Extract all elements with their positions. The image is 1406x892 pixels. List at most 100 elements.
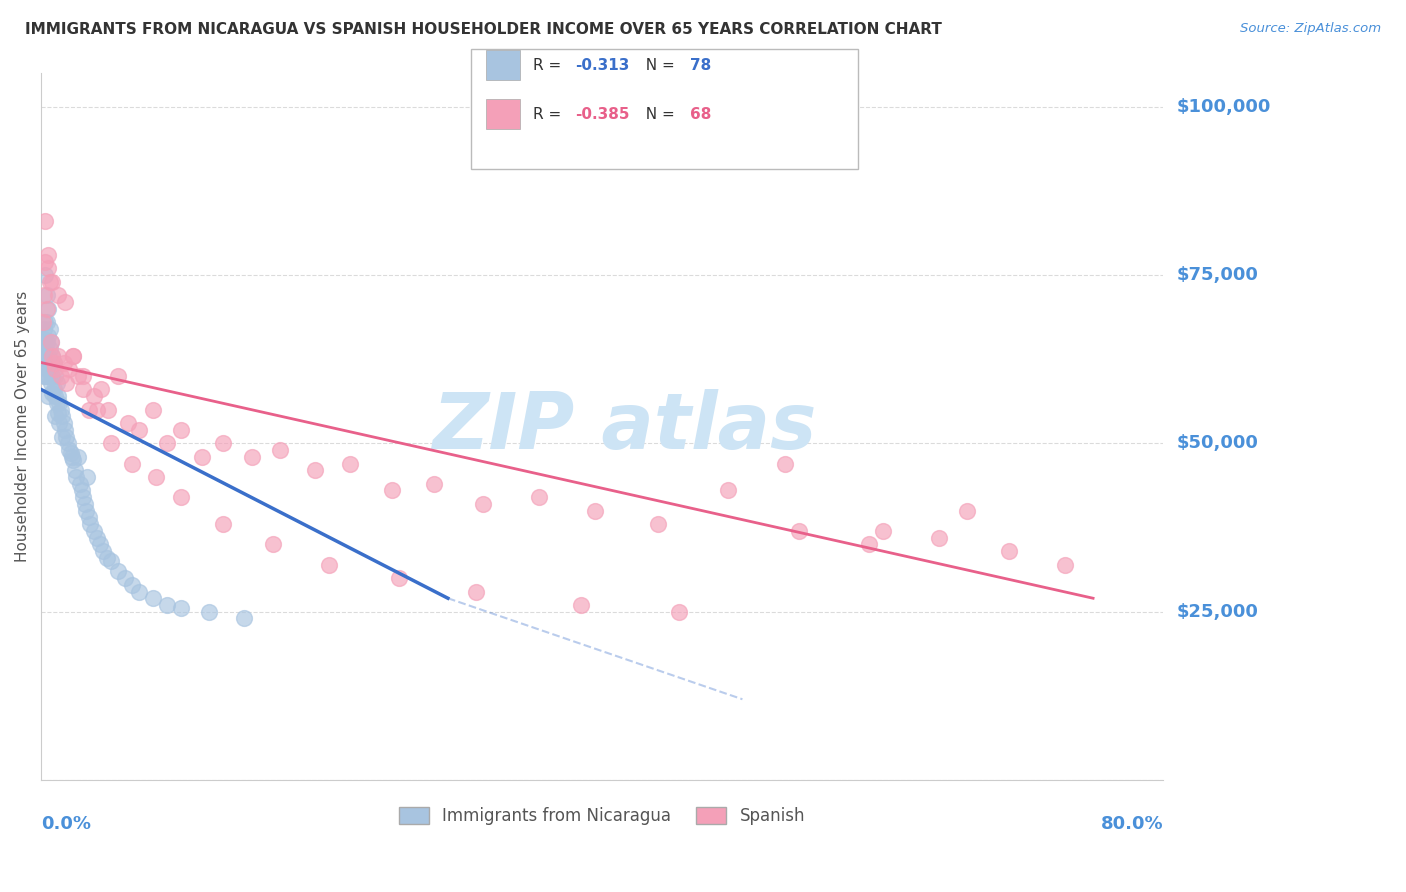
Point xyxy=(668,605,690,619)
Text: -0.313: -0.313 xyxy=(575,58,630,72)
Point xyxy=(32,288,55,302)
Text: N =: N = xyxy=(636,58,679,72)
Point xyxy=(34,335,56,350)
Point xyxy=(423,476,446,491)
Point xyxy=(89,537,111,551)
Point xyxy=(117,416,139,430)
Point xyxy=(60,450,83,464)
Point xyxy=(72,383,94,397)
Point xyxy=(86,531,108,545)
Text: $75,000: $75,000 xyxy=(1177,266,1258,284)
Point xyxy=(39,335,62,350)
Point xyxy=(52,355,75,369)
Point xyxy=(233,611,256,625)
Point xyxy=(48,396,70,410)
Text: N =: N = xyxy=(636,107,679,121)
Point xyxy=(53,423,76,437)
Point xyxy=(858,537,880,551)
Point xyxy=(170,601,193,615)
Point xyxy=(44,369,66,384)
Point xyxy=(527,490,550,504)
Point xyxy=(388,571,411,585)
Point xyxy=(62,349,84,363)
Point xyxy=(41,275,63,289)
Text: R =: R = xyxy=(533,58,567,72)
Point xyxy=(34,369,56,384)
Point xyxy=(35,362,58,376)
Point xyxy=(70,483,93,498)
Point xyxy=(304,463,326,477)
Point xyxy=(45,396,67,410)
Point xyxy=(38,322,60,336)
Point xyxy=(956,504,979,518)
Point xyxy=(1053,558,1076,572)
Point xyxy=(128,584,150,599)
Text: R =: R = xyxy=(533,107,567,121)
Point xyxy=(142,402,165,417)
Point xyxy=(66,369,89,384)
Point xyxy=(170,490,193,504)
Point xyxy=(46,349,69,363)
Point xyxy=(41,385,63,400)
Point xyxy=(44,409,66,424)
Point xyxy=(107,564,129,578)
Point xyxy=(58,362,80,376)
Point xyxy=(339,457,361,471)
Legend: Immigrants from Nicaragua, Spanish: Immigrants from Nicaragua, Spanish xyxy=(392,800,811,832)
Point xyxy=(318,558,340,572)
Point xyxy=(79,517,101,532)
Point xyxy=(114,571,136,585)
Text: $50,000: $50,000 xyxy=(1177,434,1258,452)
Point xyxy=(62,349,84,363)
Point xyxy=(121,578,143,592)
Point xyxy=(77,402,100,417)
Point xyxy=(31,349,53,363)
Point xyxy=(96,550,118,565)
Point xyxy=(44,362,66,376)
Point xyxy=(35,288,58,302)
Point xyxy=(212,517,235,532)
Point xyxy=(41,369,63,384)
Text: $25,000: $25,000 xyxy=(1177,603,1258,621)
Point xyxy=(191,450,214,464)
Point xyxy=(41,349,63,363)
Point xyxy=(240,450,263,464)
Point xyxy=(37,301,59,316)
Point xyxy=(37,261,59,276)
Text: $100,000: $100,000 xyxy=(1177,97,1271,116)
Point xyxy=(37,328,59,343)
Text: 68: 68 xyxy=(690,107,711,121)
Point xyxy=(55,429,77,443)
Point xyxy=(42,355,65,369)
Point xyxy=(52,416,75,430)
Point xyxy=(100,436,122,450)
Point xyxy=(75,504,97,518)
Point xyxy=(51,429,73,443)
Point xyxy=(35,315,58,329)
Point xyxy=(32,369,55,384)
Point xyxy=(34,352,56,367)
Text: 78: 78 xyxy=(690,58,711,72)
Point xyxy=(44,389,66,403)
Point xyxy=(86,402,108,417)
Point xyxy=(38,362,60,376)
Point xyxy=(31,315,53,329)
Point xyxy=(156,598,179,612)
Point xyxy=(37,349,59,363)
Point xyxy=(31,335,53,350)
Point xyxy=(37,248,59,262)
Point xyxy=(65,470,87,484)
Point xyxy=(34,254,56,268)
Point xyxy=(66,450,89,464)
Point xyxy=(46,389,69,403)
Text: -0.385: -0.385 xyxy=(575,107,630,121)
Point xyxy=(39,376,62,390)
Point xyxy=(872,524,894,538)
Point xyxy=(583,504,606,518)
Point xyxy=(34,315,56,329)
Text: IMMIGRANTS FROM NICARAGUA VS SPANISH HOUSEHOLDER INCOME OVER 65 YEARS CORRELATIO: IMMIGRANTS FROM NICARAGUA VS SPANISH HOU… xyxy=(25,22,942,37)
Point xyxy=(37,369,59,384)
Point xyxy=(72,369,94,384)
Point xyxy=(51,409,73,424)
Point xyxy=(471,497,494,511)
